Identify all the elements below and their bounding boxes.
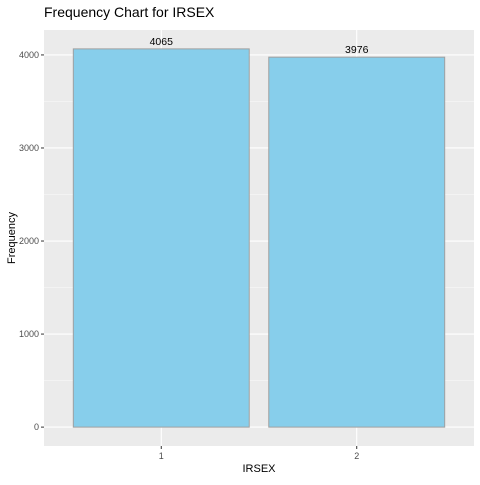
x-tick-label: 2 bbox=[354, 451, 359, 461]
bar-2 bbox=[268, 56, 446, 428]
y-axis: 0 1000 2000 3000 4000 bbox=[19, 50, 44, 432]
x-axis-title: IRSEX bbox=[242, 463, 276, 475]
y-tick-label: 2000 bbox=[19, 236, 39, 246]
bar-1 bbox=[72, 48, 250, 428]
y-tick-label: 4000 bbox=[19, 50, 39, 60]
data-label-1: 4065 bbox=[150, 36, 174, 48]
y-axis-title: Frequency bbox=[6, 212, 18, 264]
y-tick-label: 3000 bbox=[19, 143, 39, 153]
chart-title: Frequency Chart for IRSEX bbox=[44, 4, 215, 20]
data-labels: 4065 3976 bbox=[150, 36, 369, 56]
x-tick-label: 1 bbox=[159, 451, 164, 461]
bars bbox=[72, 48, 446, 428]
y-tick-label: 1000 bbox=[19, 329, 39, 339]
y-tick-label: 0 bbox=[34, 422, 39, 432]
data-label-2: 3976 bbox=[345, 44, 369, 56]
